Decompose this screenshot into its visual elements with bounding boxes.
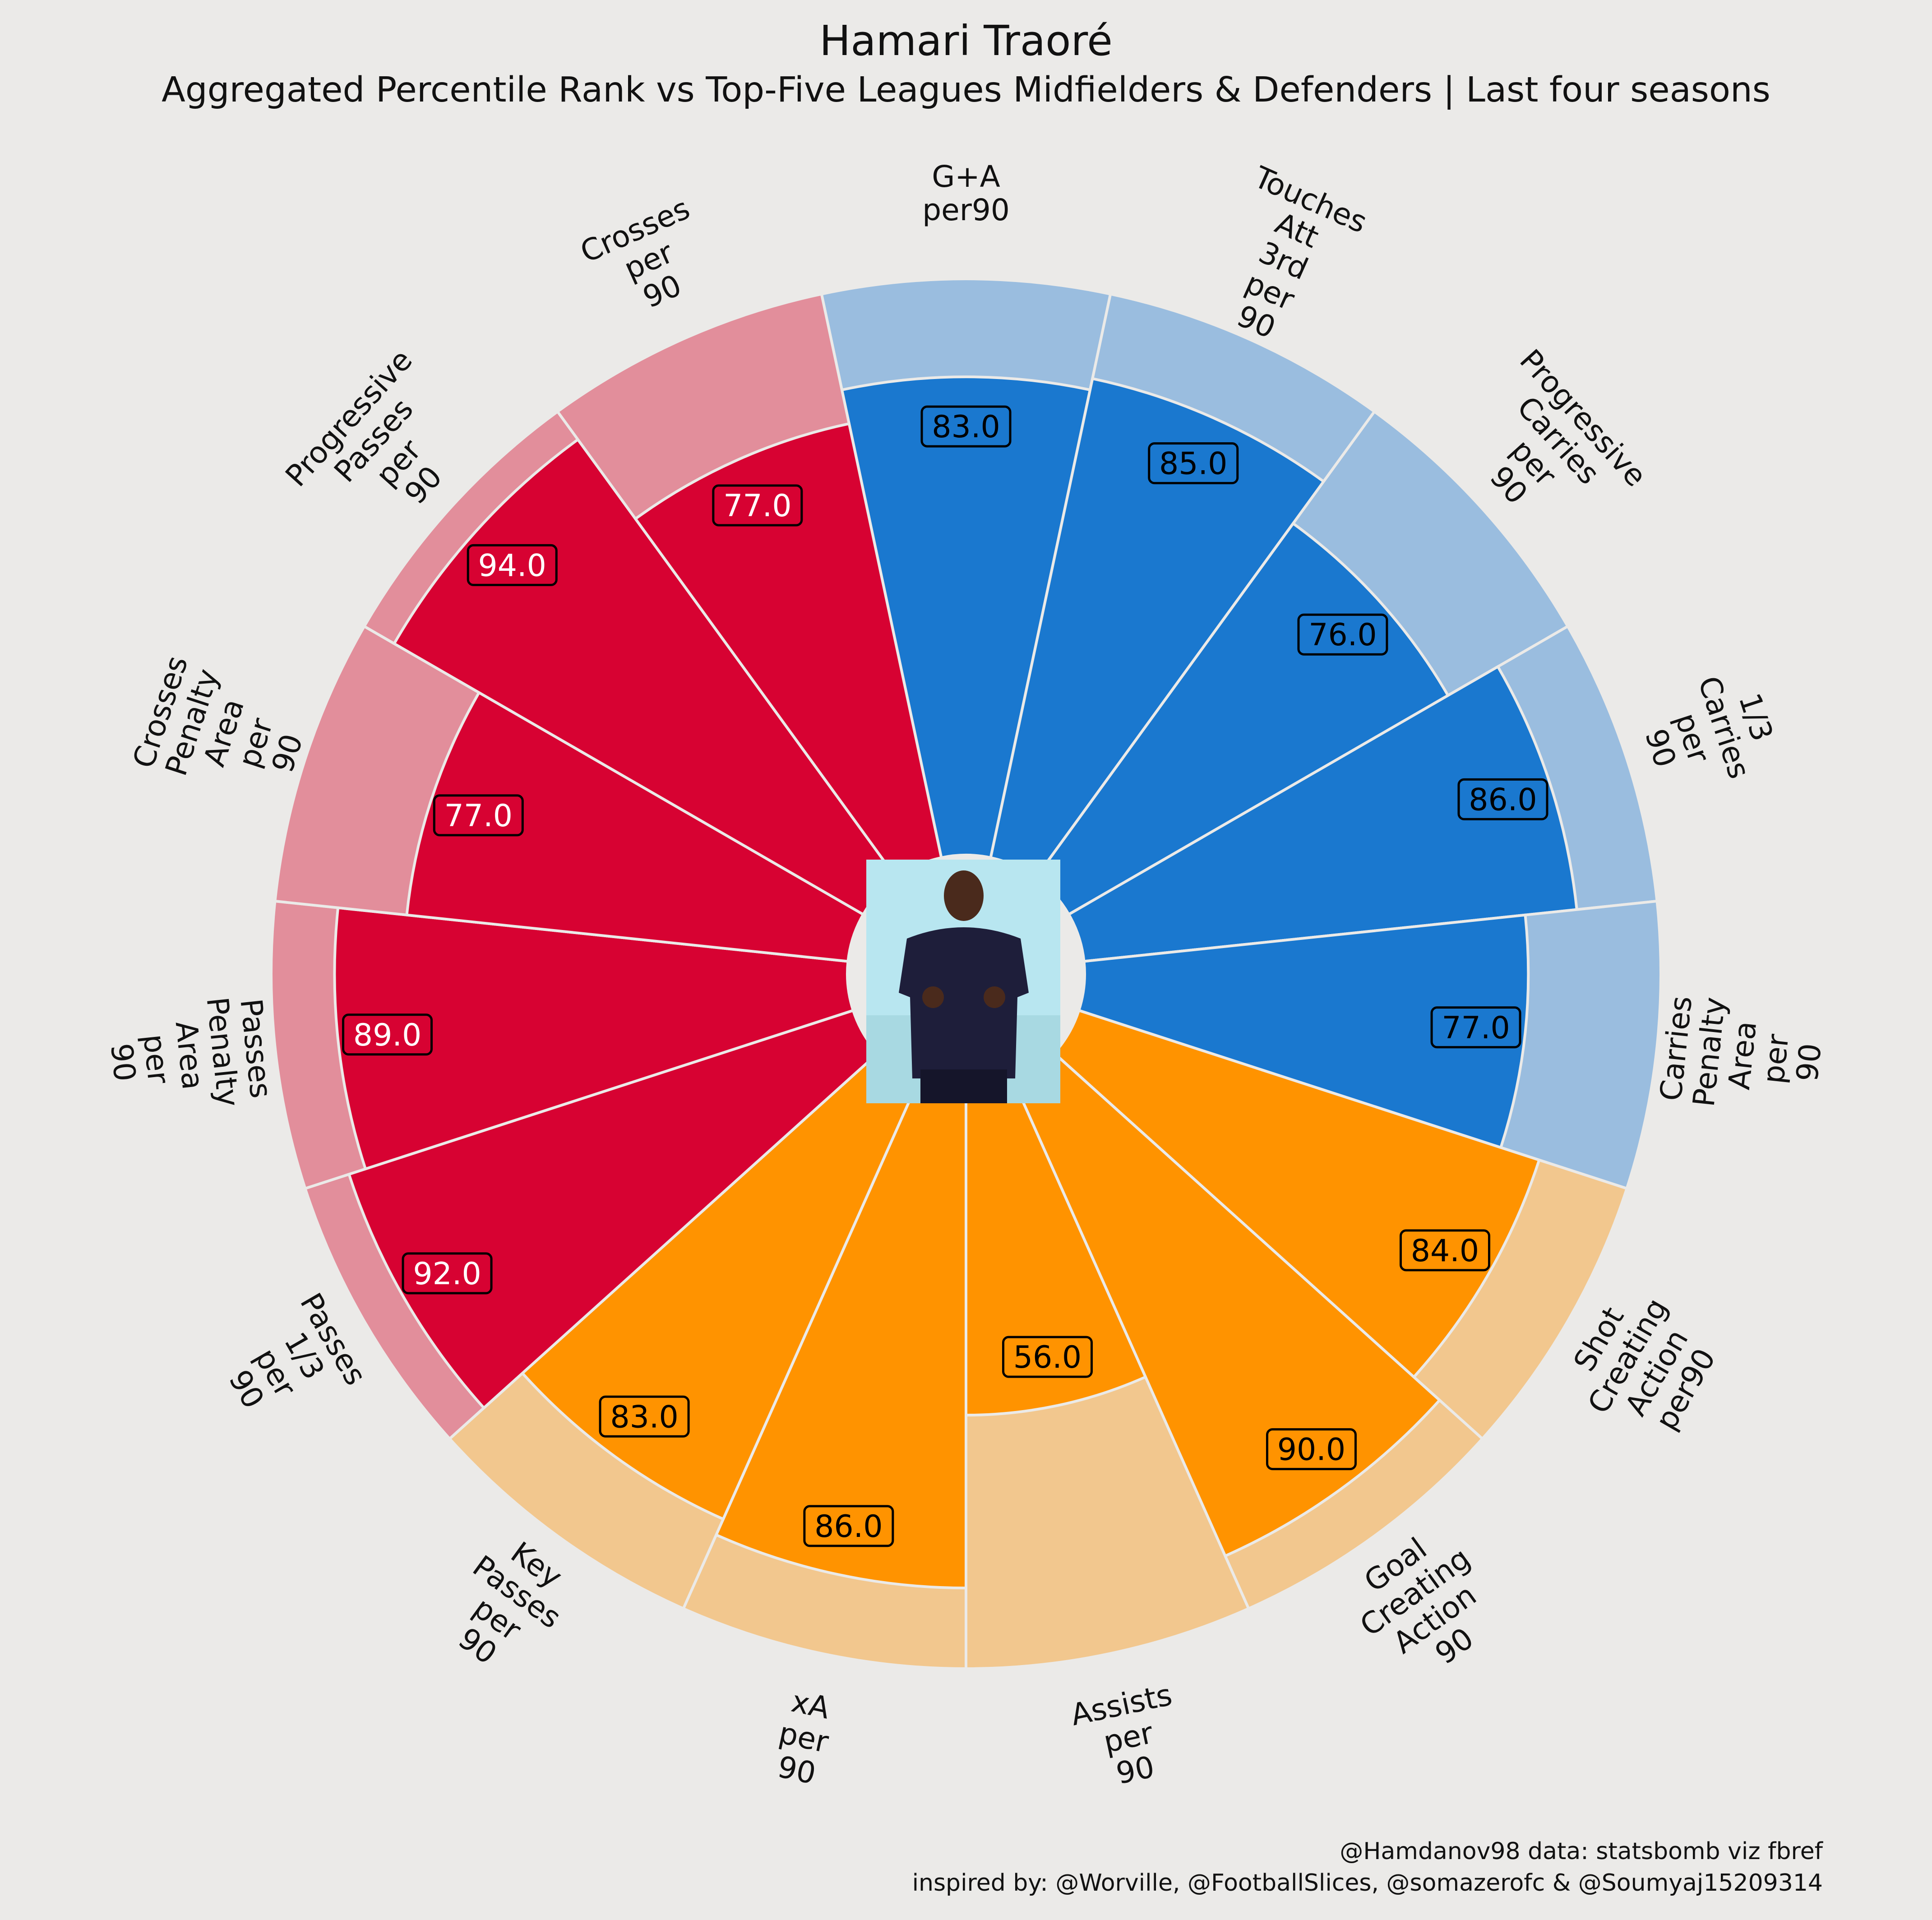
- param-label-passes-1-3-per-90: Passes1/3per90: [207, 1287, 373, 1441]
- credit-line-2: inspired by: @Worville, @FootballSlices,…: [912, 1869, 1823, 1897]
- player-photo: [846, 854, 1086, 1103]
- value-badge-progressive-passes-per-90: [467, 544, 558, 586]
- value-badge-1-3-carries-per-90: [1457, 778, 1548, 820]
- value-label-assists-per-90: 56.0: [1013, 1340, 1082, 1375]
- value-label-crosses-penalty-area-per-90: 77.0: [444, 798, 513, 834]
- value-label-key-passes-per-90: 83.0: [610, 1399, 678, 1435]
- value-badge-touches-att-3rd-per-90: [1148, 442, 1239, 485]
- value-badge-passes-1-3-per-90: [402, 1252, 493, 1295]
- param-label-crosses-per-90: Crossesper90: [575, 191, 722, 331]
- player-shorts: [920, 1069, 1007, 1103]
- param-label-passes-penalty-area-per-90: PassesPenaltyAreaper90: [100, 992, 279, 1119]
- value-badge-key-passes-per-90: [599, 1395, 690, 1438]
- value-label-goal-creating-action-90: 90.0: [1277, 1432, 1345, 1468]
- value-label-touches-att-3rd-per-90: 85.0: [1159, 446, 1227, 482]
- param-label-1-3-carries-per-90: 1/3Carriesper90: [1628, 662, 1789, 804]
- param-label-carries-penalty-area-per-90: CarriesPenaltyAreaper90: [1653, 992, 1832, 1119]
- value-label-passes-penalty-area-per-90: 89.0: [353, 1018, 421, 1053]
- value-label-shot-creating-action-per90: 84.0: [1411, 1233, 1479, 1269]
- chart-title: Hamari Traoré: [819, 17, 1113, 65]
- value-label-1-3-carries-per-90: 86.0: [1469, 782, 1537, 818]
- value-badge-xa-per-90: [803, 1505, 894, 1547]
- player-head: [944, 870, 984, 921]
- value-label-progressive-passes-per-90: 94.0: [478, 548, 546, 583]
- value-label-carries-penalty-area-per-90: 77.0: [1442, 1010, 1510, 1046]
- value-label-xa-per-90: 86.0: [814, 1509, 883, 1545]
- value-badge-crosses-per-90: [712, 484, 803, 527]
- player-jersey: [899, 927, 1029, 1078]
- param-label-key-passes-per-90: KeyPassesper90: [427, 1522, 587, 1689]
- value-label-progressive-carries-per-90: 76.0: [1308, 617, 1377, 653]
- value-badge-shot-creating-action-per90: [1399, 1229, 1490, 1272]
- value-badge-crosses-penalty-area-per-90: [433, 794, 524, 837]
- value-badge-passes-penalty-area-per-90: [342, 1013, 433, 1056]
- param-label-xa-per-90: xAper90: [769, 1683, 839, 1792]
- credit-line-1: @Hamdanov98 data: statsbomb viz fbref: [1340, 1838, 1823, 1865]
- param-label-assists-per-90: Assistsper90: [1068, 1677, 1189, 1798]
- value-label-passes-1-3-per-90: 92.0: [413, 1256, 481, 1292]
- player-hand-left: [922, 986, 944, 1008]
- value-badge-carries-penalty-area-per-90: [1430, 1006, 1521, 1049]
- value-badge-goal-creating-action-90: [1266, 1428, 1357, 1471]
- value-badge-progressive-carries-per-90: [1297, 613, 1388, 656]
- value-label-crosses-per-90: 77.0: [723, 488, 791, 524]
- param-label-g-a-per90: G+A per90: [922, 159, 1010, 227]
- player-hand-right: [984, 986, 1005, 1008]
- value-label-g-a-per90: 83.0: [932, 409, 1000, 445]
- param-label-crosses-penalty-area-per-90: CrossesPenaltyAreaper90: [126, 652, 322, 814]
- value-badge-assists-per-90: [1002, 1336, 1093, 1378]
- chart-subtitle: Aggregated Percentile Rank vs Top-Five L…: [162, 70, 1770, 110]
- value-badge-g-a-per90: [920, 405, 1012, 448]
